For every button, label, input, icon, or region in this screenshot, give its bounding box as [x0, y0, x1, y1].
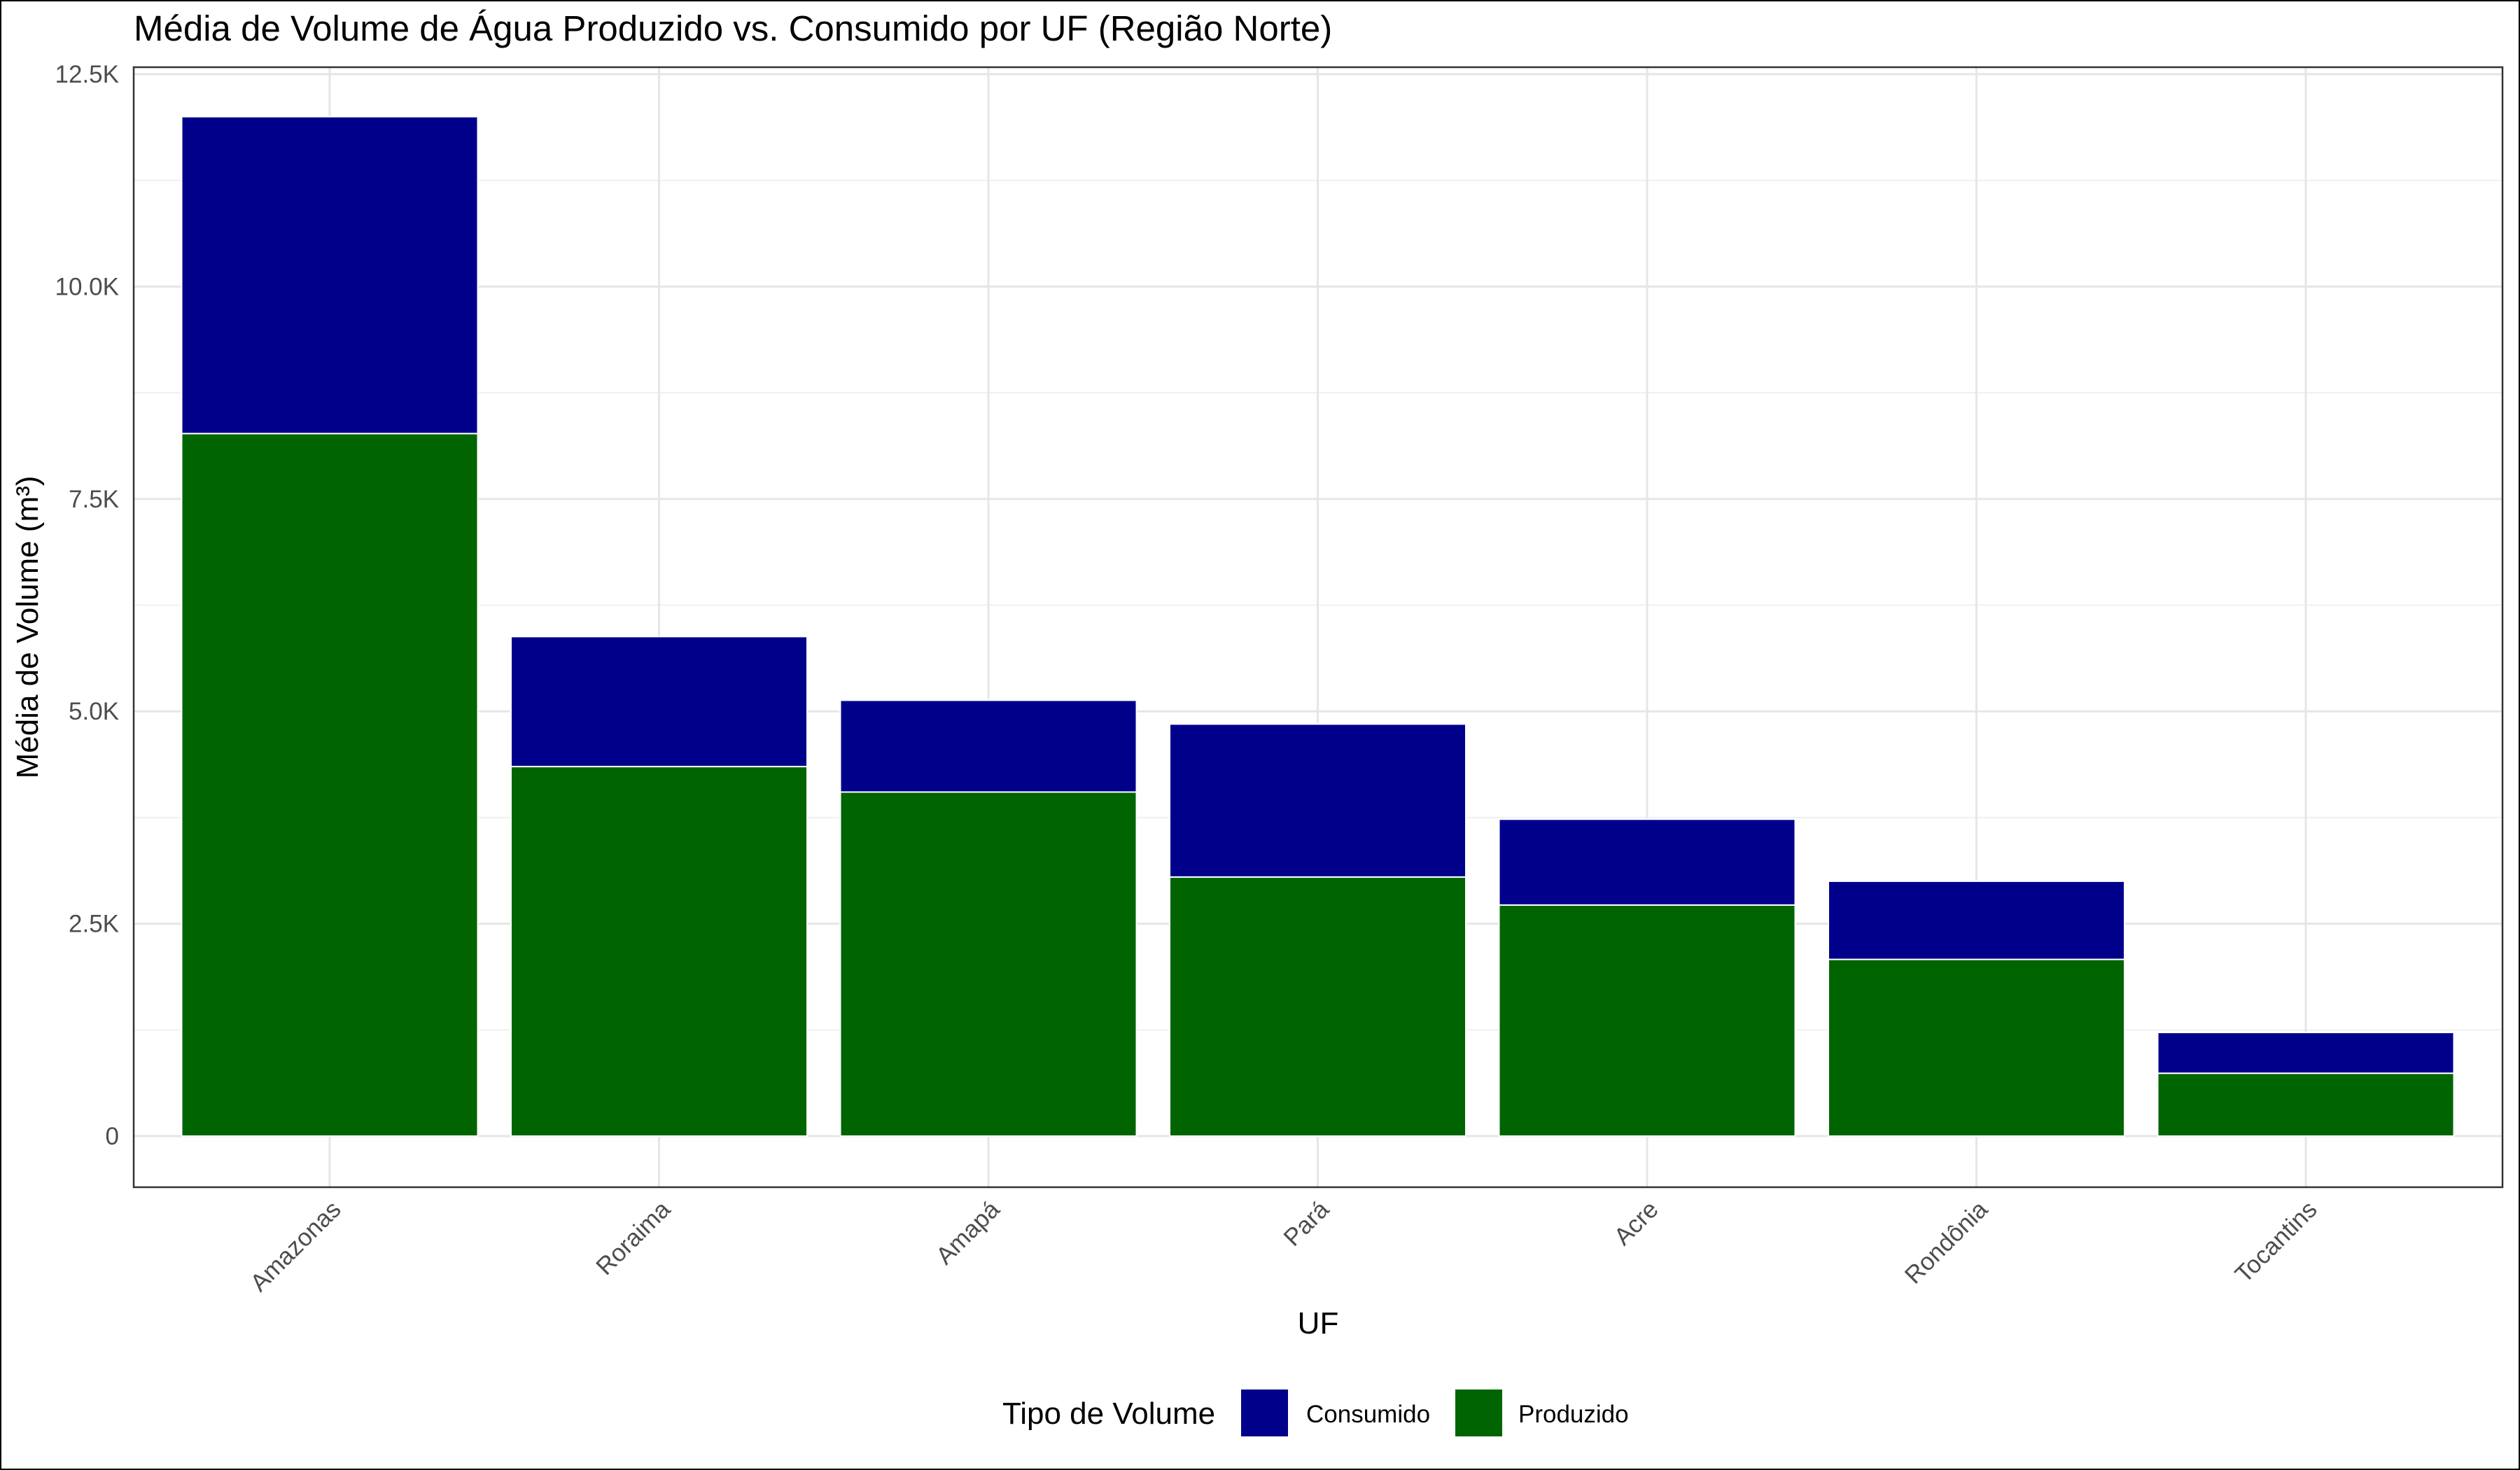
bar-produzido-roraima — [510, 766, 808, 1137]
bar-produzido-acre — [1498, 904, 1796, 1137]
legend-label-produzido: Produzido — [1518, 1401, 1629, 1428]
chart-title: Média de Volume de Água Produzido vs. Co… — [134, 8, 1332, 48]
bar-consumido-pará — [1169, 723, 1466, 878]
y-tick-label: 7.5K — [69, 486, 119, 513]
bar-produzido-rondônia — [1828, 958, 2125, 1137]
bar-consumido-acre — [1498, 818, 1796, 906]
y-tick-label: 5.0K — [69, 698, 119, 725]
y-tick-label: 2.5K — [69, 911, 119, 938]
x-tick-label: Amapá — [931, 1196, 1005, 1270]
x-tick-label: Rondônia — [1900, 1196, 1994, 1289]
bar-consumido-roraima — [510, 636, 808, 768]
x-tick-label: Pará — [1278, 1196, 1334, 1252]
y-tick-label: 10.0K — [55, 273, 119, 300]
bar-produzido-amapá — [839, 791, 1138, 1137]
x-tick-label: Roraima — [591, 1196, 676, 1280]
y-axis-ticks: 0 2.5K 5.0K 7.5K 10.0K 12.5K — [55, 61, 119, 1150]
x-tick-label: Amazonas — [245, 1196, 346, 1297]
legend-key-produzido — [1455, 1390, 1502, 1436]
bars — [181, 115, 2455, 1138]
bar-produzido-pará — [1169, 876, 1466, 1138]
x-axis-title: UF — [1298, 1306, 1339, 1340]
legend-key-consumido — [1241, 1390, 1288, 1436]
y-axis-title: Média de Volume (m³) — [10, 476, 45, 779]
bar-consumido-amazonas — [181, 115, 479, 435]
panel-border — [132, 66, 2504, 1189]
bar-produzido-amazonas — [181, 433, 479, 1137]
bar-consumido-rondônia — [1828, 880, 2125, 960]
legend-label-consumido: Consumido — [1306, 1401, 1430, 1428]
bar-consumido-amapá — [839, 699, 1138, 793]
legend: Tipo de Volume Consumido Produzido — [1002, 1390, 1629, 1436]
legend-title: Tipo de Volume — [1002, 1396, 1215, 1431]
bar-consumido-tocantins — [2157, 1031, 2455, 1074]
y-tick-label: 0 — [106, 1123, 119, 1150]
x-tick-label: Tocantins — [2230, 1196, 2323, 1288]
y-tick-label: 12.5K — [55, 61, 119, 88]
x-axis-ticks: Amazonas Roraima Amapá Pará Acre Rondônia Toca… — [245, 1196, 2323, 1297]
bar-produzido-tocantins — [2157, 1072, 2455, 1137]
x-tick-label: Acre — [1609, 1196, 1663, 1250]
